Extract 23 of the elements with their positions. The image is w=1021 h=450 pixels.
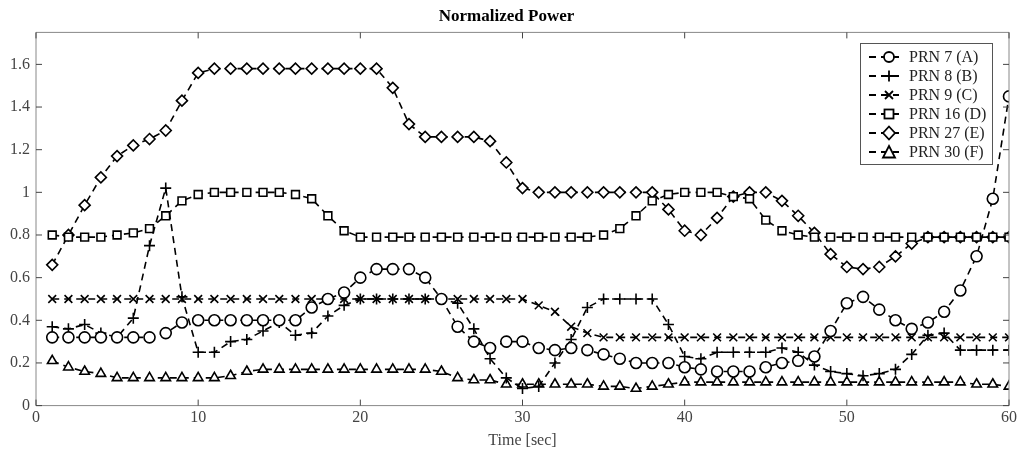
- x-tick-label: 10: [190, 408, 207, 426]
- y-tick-label: 0.4: [10, 310, 30, 328]
- y-tick-label: 0.8: [10, 225, 30, 243]
- y-tick-label: 0: [22, 395, 30, 413]
- legend-label: PRN 27 (E): [909, 123, 985, 143]
- legend-label: PRN 8 (B): [909, 66, 978, 86]
- x-tick-label: 20: [352, 408, 369, 426]
- y-tick-label: 1.2: [10, 139, 30, 157]
- x-tick-label: 50: [838, 408, 855, 426]
- chart-title: Normalized Power: [438, 5, 575, 25]
- y-tick-label: 1.6: [10, 54, 30, 72]
- x-tick-label: 40: [676, 408, 693, 426]
- legend-label: PRN 16 (D): [909, 104, 987, 124]
- x-tick-label: 30: [514, 408, 531, 426]
- y-tick-label: 1: [22, 182, 30, 200]
- x-tick-label: 60: [1001, 408, 1017, 426]
- legend-label: PRN 7 (A): [909, 47, 979, 67]
- x-axis-title: Time [sec]: [488, 430, 557, 448]
- legend-label: PRN 9 (C): [909, 85, 978, 105]
- legend-label: PRN 30 (F): [909, 142, 984, 162]
- y-tick-label: 0.2: [10, 353, 30, 371]
- y-tick-label: 1.4: [10, 97, 30, 115]
- y-tick-label: 0.6: [10, 267, 30, 285]
